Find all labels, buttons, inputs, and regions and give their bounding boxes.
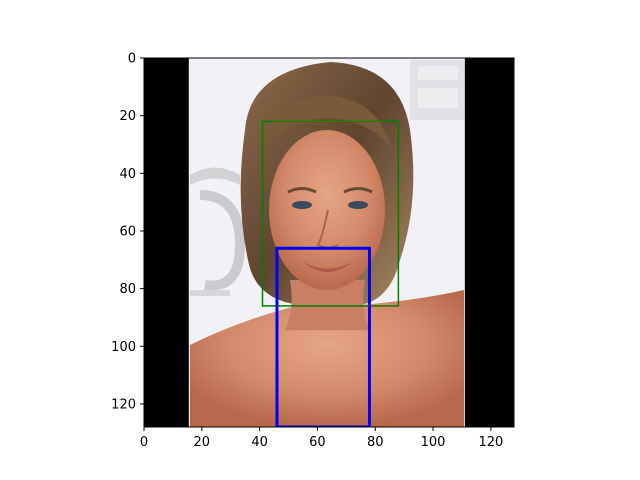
y-tick-label: 100	[111, 340, 136, 355]
x-tick-label: 40	[251, 435, 268, 450]
y-tick-label: 120	[111, 397, 136, 412]
background-sign	[190, 167, 246, 296]
y-tick-label: 0	[128, 52, 136, 67]
left-eye	[292, 201, 312, 209]
right-eye	[348, 201, 368, 209]
x-axis: 0 20 40 60 80 100 120	[140, 427, 503, 450]
y-axis: 0 20 40 60 80 100 120	[111, 52, 144, 412]
right-black-border	[464, 58, 514, 427]
mouth-bounding-box-blue	[275, 246, 371, 427]
left-eyebrow	[287, 187, 317, 194]
mouth	[303, 262, 352, 272]
axes-frame	[143, 57, 515, 428]
hair-fringe	[262, 95, 392, 150]
left-black-border	[144, 58, 189, 427]
x-tick-label: 80	[367, 435, 384, 450]
y-tick-label: 60	[119, 224, 136, 239]
y-tick-label: 80	[119, 282, 136, 297]
right-eyebrow	[343, 187, 373, 194]
shoulders	[190, 290, 464, 427]
y-tick-label: 40	[119, 167, 136, 182]
face-bounding-box-green	[261, 120, 400, 307]
x-tick-label: 20	[194, 435, 211, 450]
x-tick-label: 100	[421, 435, 446, 450]
neck	[285, 280, 370, 330]
x-tick-label: 0	[140, 435, 148, 450]
x-tick-label: 60	[309, 435, 326, 450]
image-area	[144, 58, 514, 427]
x-tick-label: 120	[478, 435, 503, 450]
y-tick-label: 20	[119, 109, 136, 124]
background-logo	[410, 60, 465, 120]
